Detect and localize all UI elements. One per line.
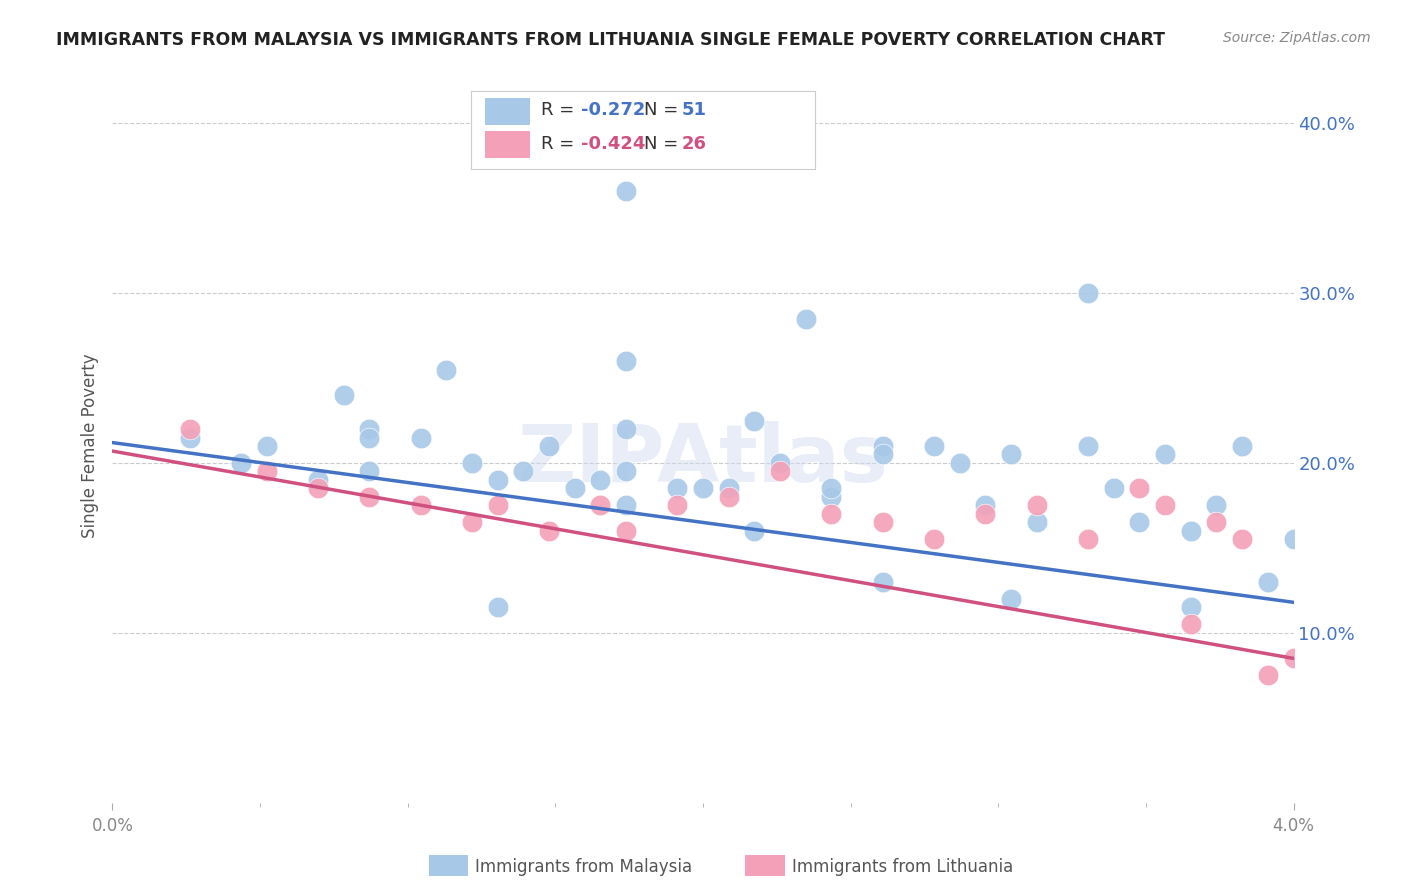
Point bbox=[1257, 574, 1279, 589]
Point bbox=[614, 184, 637, 198]
Point bbox=[229, 456, 252, 470]
Text: IMMIGRANTS FROM MALAYSIA VS IMMIGRANTS FROM LITHUANIA SINGLE FEMALE POVERTY CORR: IMMIGRANTS FROM MALAYSIA VS IMMIGRANTS F… bbox=[56, 31, 1166, 49]
Text: -0.272: -0.272 bbox=[581, 101, 645, 119]
Point bbox=[256, 439, 278, 453]
Point bbox=[486, 499, 509, 513]
Text: 51: 51 bbox=[682, 101, 707, 119]
Point bbox=[359, 430, 381, 444]
Point bbox=[307, 473, 329, 487]
Point bbox=[589, 499, 612, 513]
Point bbox=[486, 600, 509, 615]
Point bbox=[974, 507, 997, 521]
Point bbox=[1128, 482, 1150, 496]
Point bbox=[666, 482, 689, 496]
Point bbox=[666, 499, 689, 513]
Point bbox=[359, 465, 381, 479]
Point bbox=[1230, 533, 1253, 547]
Point bbox=[614, 354, 637, 368]
Point bbox=[1180, 524, 1202, 538]
Text: -0.424: -0.424 bbox=[581, 135, 645, 153]
Point bbox=[461, 456, 484, 470]
Point bbox=[1000, 448, 1022, 462]
Text: Immigrants from Malaysia: Immigrants from Malaysia bbox=[475, 858, 692, 876]
Point bbox=[922, 439, 945, 453]
Text: ZIPAtlas: ZIPAtlas bbox=[517, 421, 889, 500]
Text: 26: 26 bbox=[682, 135, 707, 153]
Point bbox=[1205, 516, 1227, 530]
Point bbox=[872, 516, 894, 530]
Text: Immigrants from Lithuania: Immigrants from Lithuania bbox=[792, 858, 1012, 876]
Point bbox=[744, 524, 766, 538]
Point bbox=[359, 422, 381, 436]
Y-axis label: Single Female Poverty: Single Female Poverty bbox=[80, 354, 98, 538]
Point bbox=[409, 430, 432, 444]
Point bbox=[1128, 516, 1150, 530]
Point bbox=[486, 473, 509, 487]
Text: Source: ZipAtlas.com: Source: ZipAtlas.com bbox=[1223, 31, 1371, 45]
Point bbox=[717, 482, 740, 496]
Point bbox=[1230, 439, 1253, 453]
Point bbox=[434, 362, 457, 376]
Point bbox=[614, 465, 637, 479]
Point bbox=[537, 439, 560, 453]
Point bbox=[537, 524, 560, 538]
Point bbox=[512, 465, 534, 479]
Point bbox=[1025, 516, 1047, 530]
Point bbox=[409, 499, 432, 513]
Text: R =: R = bbox=[541, 135, 581, 153]
Point bbox=[949, 456, 972, 470]
Point bbox=[769, 465, 792, 479]
Point bbox=[256, 465, 278, 479]
Point bbox=[179, 422, 201, 436]
Point bbox=[922, 533, 945, 547]
Point bbox=[820, 482, 842, 496]
Point bbox=[1102, 482, 1125, 496]
Point bbox=[820, 490, 842, 504]
Point bbox=[307, 482, 329, 496]
Text: N =: N = bbox=[644, 135, 683, 153]
Point bbox=[614, 422, 637, 436]
Point bbox=[179, 430, 201, 444]
Point bbox=[1154, 499, 1177, 513]
Point bbox=[332, 388, 354, 402]
Point bbox=[1077, 286, 1099, 301]
Point bbox=[359, 490, 381, 504]
Point bbox=[1282, 651, 1305, 665]
Point bbox=[794, 311, 817, 326]
Point bbox=[1180, 617, 1202, 632]
Point bbox=[717, 490, 740, 504]
Point bbox=[820, 507, 842, 521]
Text: R =: R = bbox=[541, 101, 581, 119]
Point bbox=[872, 574, 894, 589]
Point bbox=[1000, 591, 1022, 606]
Point bbox=[1205, 499, 1227, 513]
Point bbox=[1077, 439, 1099, 453]
Point bbox=[1154, 448, 1177, 462]
Point bbox=[589, 473, 612, 487]
Point bbox=[564, 482, 586, 496]
Point bbox=[461, 516, 484, 530]
Point bbox=[1282, 533, 1305, 547]
Point bbox=[614, 499, 637, 513]
Point bbox=[692, 482, 714, 496]
Point bbox=[1025, 499, 1047, 513]
Point bbox=[1180, 600, 1202, 615]
Point bbox=[1257, 668, 1279, 682]
Point bbox=[872, 448, 894, 462]
Point bbox=[872, 439, 894, 453]
Point bbox=[974, 499, 997, 513]
Text: N =: N = bbox=[644, 101, 683, 119]
Point bbox=[614, 524, 637, 538]
Point bbox=[744, 413, 766, 427]
Point bbox=[769, 456, 792, 470]
Point bbox=[1077, 533, 1099, 547]
